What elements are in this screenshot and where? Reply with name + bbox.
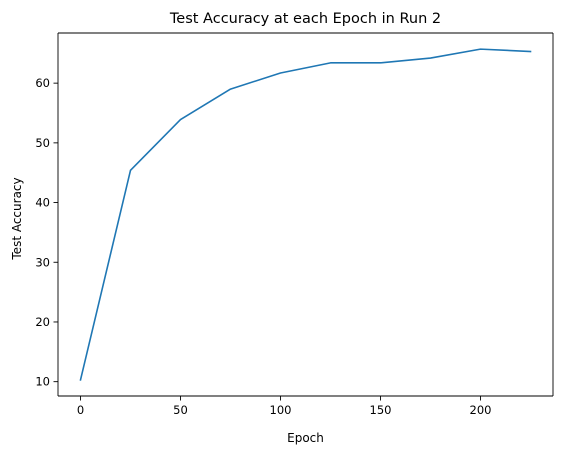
y-tick-label: 40 [35, 196, 50, 210]
x-tick-label: 100 [270, 403, 292, 417]
x-tick-label: 50 [173, 403, 188, 417]
x-tick-label: 150 [370, 403, 392, 417]
chart-title: Test Accuracy at each Epoch in Run 2 [169, 11, 441, 27]
y-tick-label: 60 [35, 76, 50, 90]
series-line-0 [79, 48, 532, 381]
x-tick-label: 0 [77, 403, 84, 417]
y-axis-label: Test Accuracy [10, 177, 24, 260]
y-tick-label: 50 [35, 136, 50, 150]
x-tick-label: 200 [470, 403, 492, 417]
plot-area: 0 50 100 150 200 10 20 30 40 50 60 [35, 32, 554, 417]
y-tick-label: 10 [35, 375, 50, 389]
x-axis-label: Epoch [287, 431, 324, 445]
y-tick-label: 20 [35, 315, 50, 329]
y-tick-label: 30 [35, 255, 50, 269]
